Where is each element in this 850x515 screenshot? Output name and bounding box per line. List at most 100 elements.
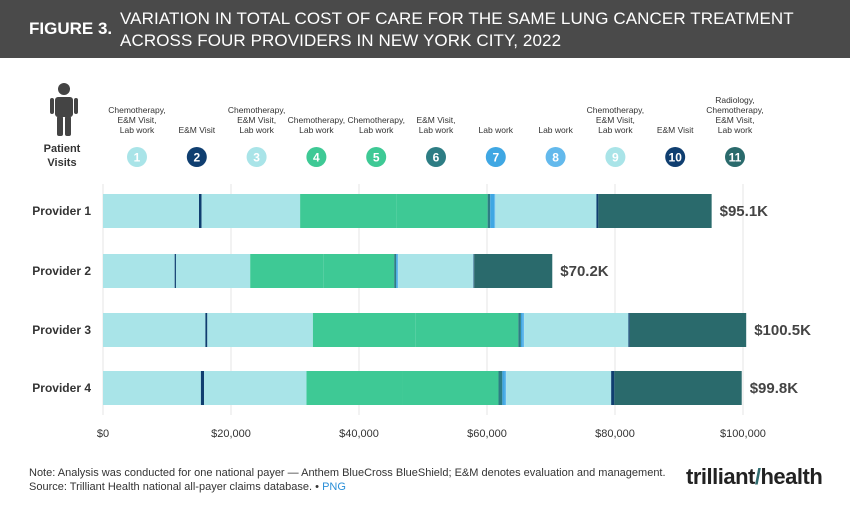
- trilliant-health-logo: trilliant/health: [686, 464, 823, 490]
- visit-6-number: 6: [433, 151, 440, 165]
- bar-segment: [200, 371, 205, 405]
- visit-11-desc-line: Radiology,: [715, 95, 755, 105]
- visit-4-desc-line: Lab work: [299, 125, 334, 135]
- figure-header: FIGURE 3. VARIATION IN TOTAL COST OF CAR…: [0, 0, 850, 58]
- bar-segment: [629, 313, 747, 347]
- logo-slash: /: [754, 464, 761, 489]
- visit-11-desc-line: E&M Visit,: [715, 115, 754, 125]
- bar-segment: [103, 194, 199, 228]
- separator: •: [315, 481, 320, 493]
- bar-segment: [396, 254, 398, 288]
- visit-2-marker: [186, 147, 207, 167]
- visit-1-desc-line: Chemotherapy,: [108, 105, 165, 115]
- bar-segment: [312, 313, 416, 347]
- bar-segment: [506, 371, 612, 405]
- x-tick-label: $20,000: [211, 428, 251, 440]
- total-label: $99.8K: [750, 380, 799, 397]
- bar-segment: [199, 194, 202, 228]
- bar-segment: [394, 254, 397, 288]
- total-label: $95.1K: [720, 203, 769, 220]
- visits-label: Visits: [47, 157, 76, 169]
- total-label: $70.2K: [560, 263, 609, 280]
- visit-1-number: 1: [134, 151, 141, 165]
- bar-segment: [174, 254, 176, 288]
- visit-4-marker: [306, 147, 327, 167]
- bar-segment: [205, 313, 208, 347]
- source-text: Source: Trilliant Health national all-pa…: [29, 481, 313, 493]
- x-tick-label: $40,000: [339, 428, 379, 440]
- visit-7-number: 7: [492, 151, 499, 165]
- bar-segment: [103, 313, 206, 347]
- bar-segment: [520, 313, 523, 347]
- visit-11-marker: [725, 147, 745, 167]
- bar-segment: [518, 313, 521, 347]
- bar-segment: [250, 254, 324, 288]
- visit-1-desc-line: E&M Visit,: [117, 115, 156, 125]
- category-label: Provider 3: [32, 323, 91, 337]
- bar-segment: [495, 194, 597, 228]
- visit-3-marker: [246, 147, 267, 167]
- visit-7-marker: [485, 147, 506, 167]
- bar-segment: [474, 254, 553, 288]
- bar-segment: [398, 254, 474, 288]
- bar-labels: Provider 1 $95.1K Provider 2 $70.2K Provider…: [32, 203, 811, 397]
- bar-segment: [396, 194, 488, 228]
- visit-9-number: 9: [612, 151, 619, 165]
- bar-segment: [306, 371, 403, 405]
- visit-10-marker: [665, 147, 686, 167]
- bar-segment: [402, 371, 499, 405]
- bar-segment: [522, 313, 525, 347]
- bar-segment: [487, 194, 491, 228]
- visit-3-desc-line: Chemotherapy,: [228, 105, 285, 115]
- visit-10-number: 10: [669, 151, 683, 165]
- category-label: Provider 4: [32, 381, 91, 395]
- visit-10-desc-line: E&M Visit: [657, 125, 694, 135]
- visit-8-marker: [545, 147, 566, 167]
- visit-3-desc-line: Lab work: [239, 125, 274, 135]
- visit-11-desc-line: Lab work: [718, 125, 753, 135]
- bar-segment: [490, 194, 495, 228]
- bar-segment: [628, 313, 630, 347]
- visit-8-number: 8: [552, 151, 559, 165]
- logo-text-part1: trilliant: [686, 464, 755, 489]
- bar-segment: [524, 313, 629, 347]
- source-line: Source: Trilliant Health national all-pa…: [29, 481, 346, 493]
- x-axis: $0 $20,000 $40,000 $60,000 $80,000 $100,000: [97, 428, 766, 440]
- visit-11-desc-line: Chemotherapy,: [706, 105, 763, 115]
- bar-segment: [473, 254, 475, 288]
- visit-9-marker: [605, 147, 626, 167]
- bar-segment: [397, 254, 399, 288]
- bar-segment: [201, 194, 301, 228]
- visit-2-number: 2: [193, 151, 200, 165]
- total-label: $100.5K: [754, 322, 811, 339]
- bar-segment: [207, 313, 313, 347]
- visit-6-desc-line: Lab work: [419, 125, 454, 135]
- bar-segment: [614, 371, 742, 405]
- visit-4-number: 4: [313, 151, 320, 165]
- footnote: Note: Analysis was conducted for one nat…: [29, 467, 666, 479]
- category-label: Provider 1: [32, 204, 91, 218]
- visit-1-marker: [127, 147, 147, 167]
- person-icon: [50, 83, 78, 136]
- visit-6-marker: [426, 147, 446, 167]
- png-download-link[interactable]: PNG: [322, 481, 346, 493]
- bar-segment: [204, 371, 307, 405]
- patient-label: Patient: [44, 143, 81, 155]
- bar-segment: [498, 371, 503, 405]
- visit-7-desc-line: Lab work: [479, 125, 514, 135]
- x-tick-label: $60,000: [467, 428, 507, 440]
- visit-4-desc-line: Chemotherapy,: [288, 115, 345, 125]
- x-tick-label: $100,000: [720, 428, 766, 440]
- bar-segment: [611, 371, 615, 405]
- bars: [103, 194, 747, 405]
- logo-text-part2: health: [760, 464, 823, 489]
- visit-11-number: 11: [729, 151, 742, 165]
- figure-label: FIGURE 3.: [29, 19, 113, 38]
- visit-legend: Patient Visits Chemotherapy,E&M Visit,La…: [44, 83, 764, 169]
- chart-title-line1: VARIATION IN TOTAL COST OF CARE FOR THE …: [120, 9, 794, 28]
- visit-5-number: 5: [373, 151, 380, 165]
- bar-segment: [502, 371, 505, 405]
- visit-3-number: 3: [253, 151, 260, 165]
- chart-title-line2: ACROSS FOUR PROVIDERS IN NEW YORK CITY, …: [120, 31, 562, 50]
- visit-1-desc-line: Lab work: [120, 125, 155, 135]
